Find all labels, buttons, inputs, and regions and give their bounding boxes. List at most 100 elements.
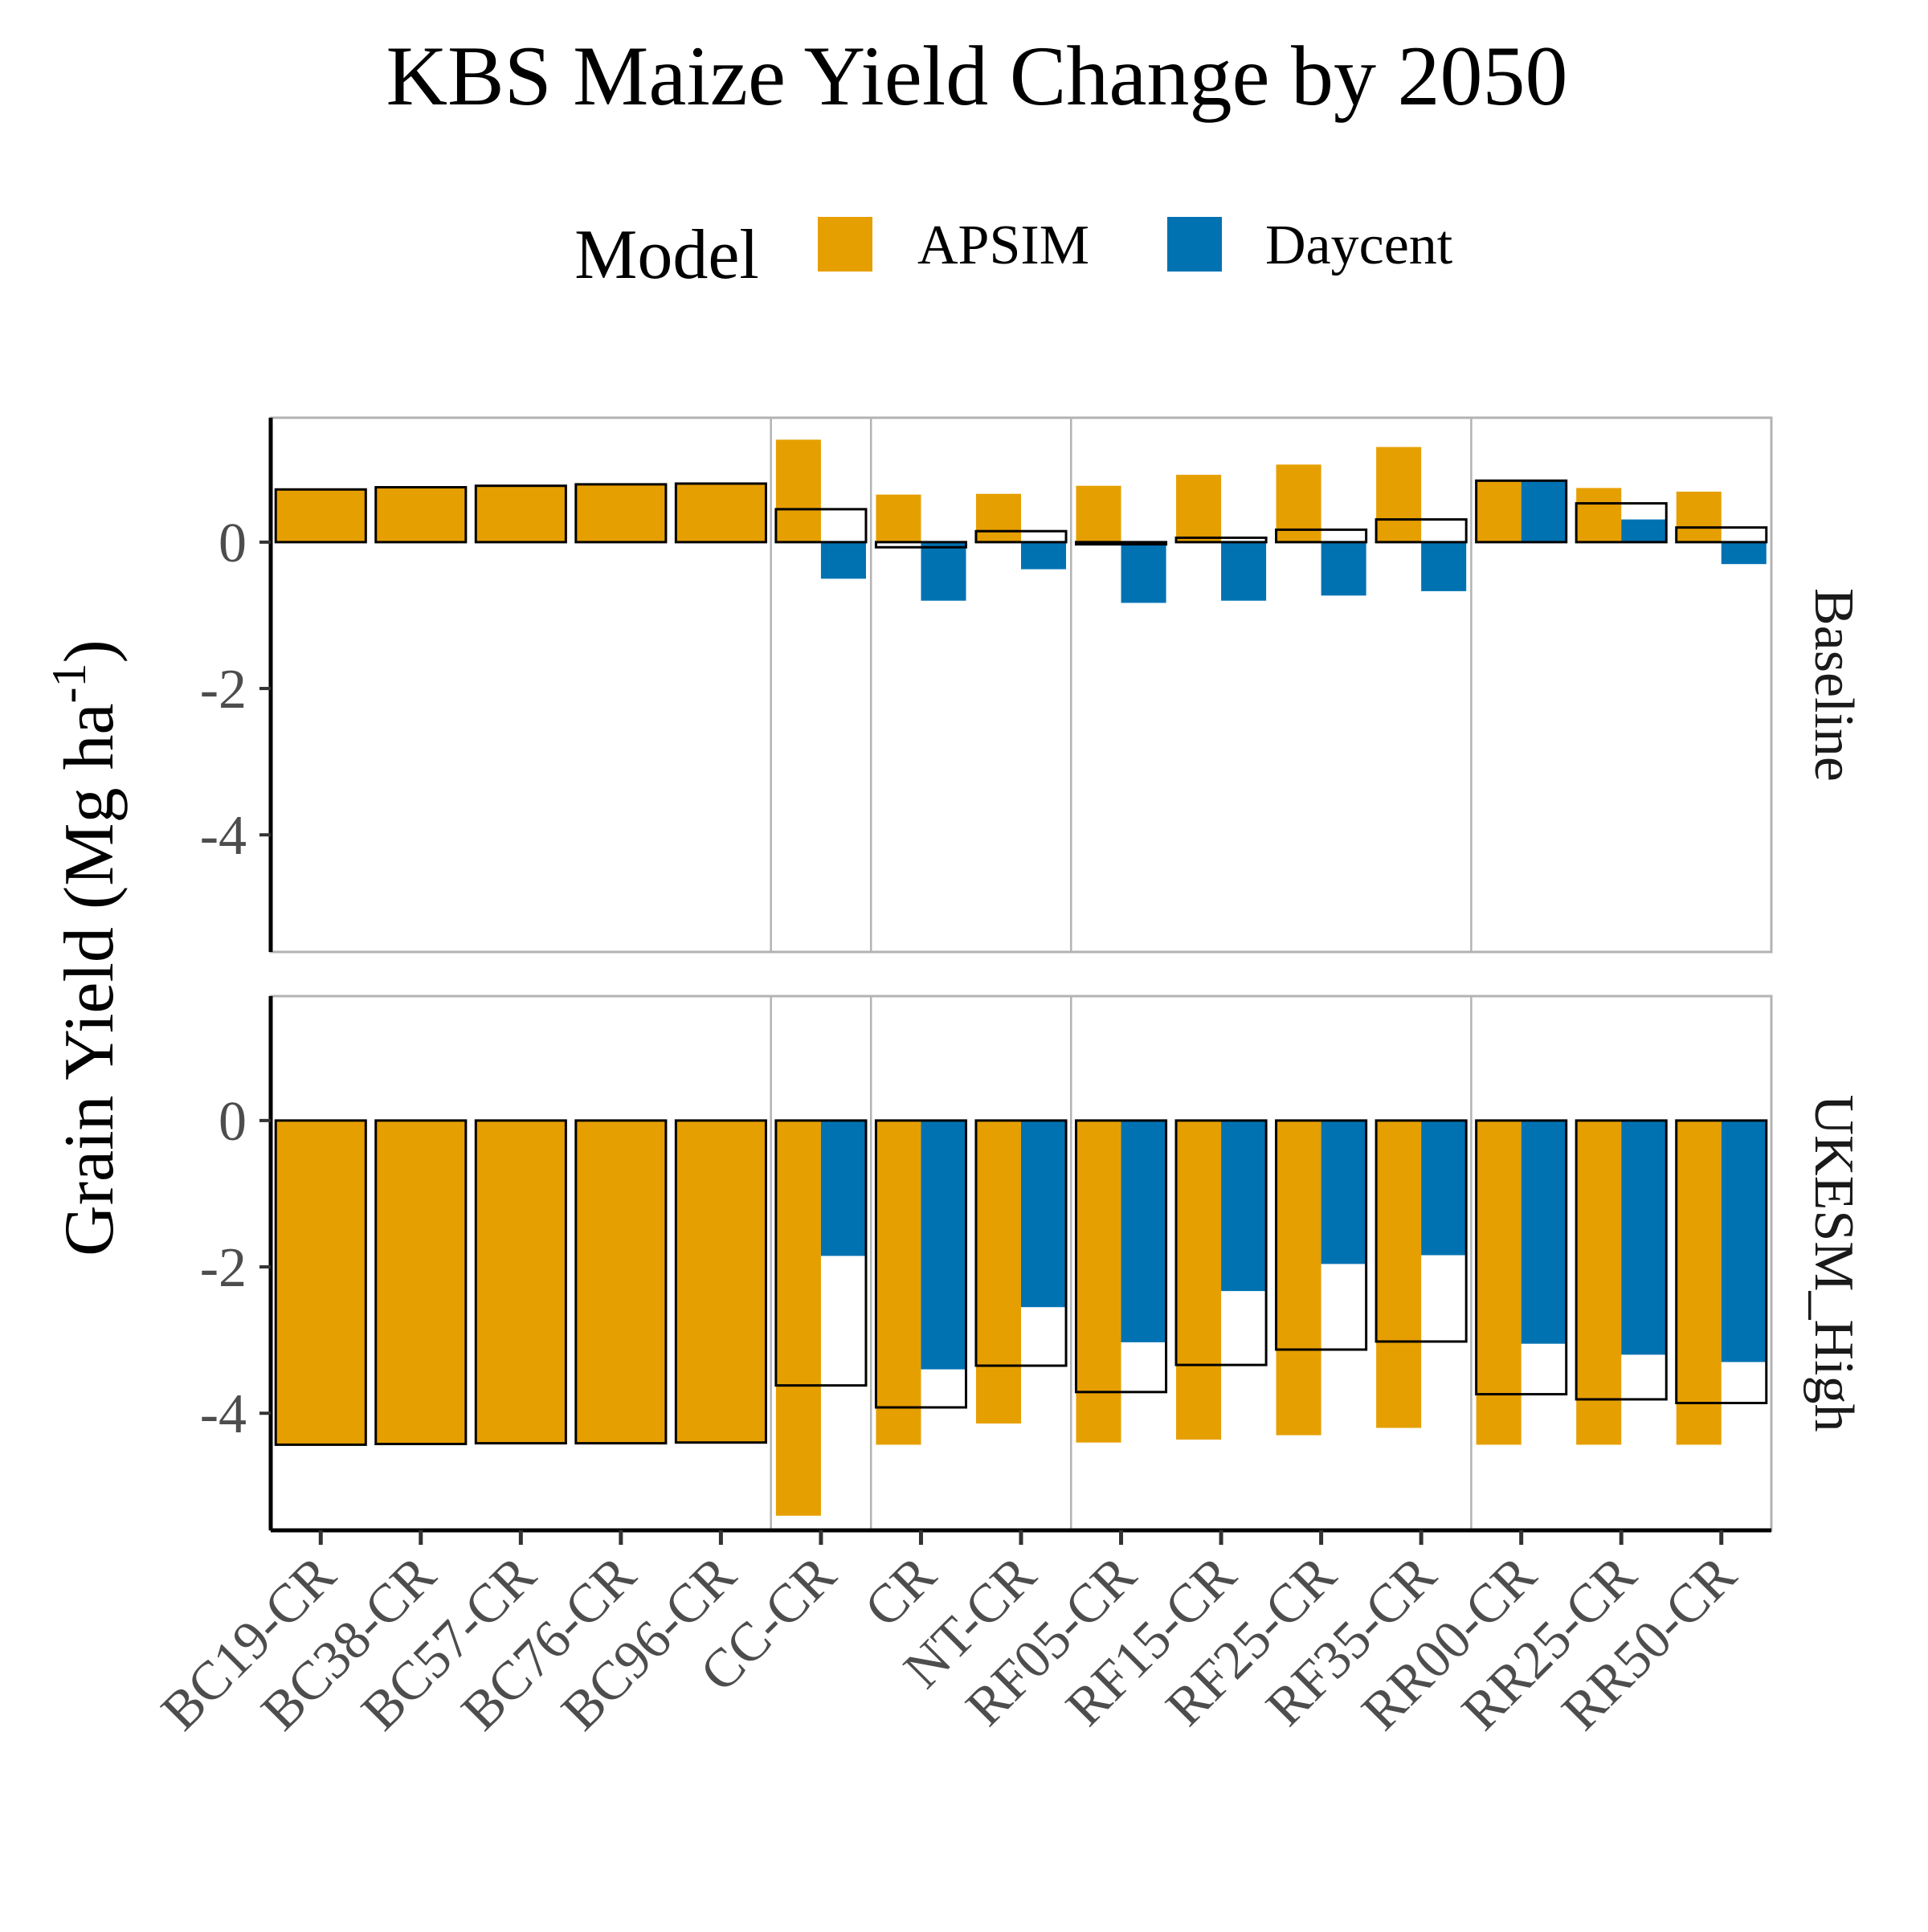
chart-title: KBS Maize Yield Change by 2050	[386, 29, 1567, 123]
bar-apsim	[775, 1120, 821, 1516]
bar-mean-outline	[974, 1119, 1068, 1367]
bar-mean-outline	[774, 1119, 868, 1387]
bar-mean-outline	[1375, 1119, 1468, 1343]
bar-daycent	[1121, 1120, 1166, 1342]
legend-title: Model	[574, 216, 759, 294]
bar-mean-outline	[774, 508, 868, 544]
bar-apsim	[1076, 485, 1121, 542]
bar-daycent	[1021, 541, 1067, 570]
y-tick-label: -2	[200, 659, 247, 721]
bar-apsim	[1476, 480, 1522, 542]
bar-mean-outline	[1275, 1119, 1368, 1351]
bar-daycent	[1621, 519, 1667, 542]
panels: 0 -2 -4 Baseline 0 -2 -4 UKESM_High	[200, 416, 1865, 1532]
bar-daycent	[1421, 1120, 1467, 1256]
y-tick-label: -4	[200, 805, 247, 867]
y-axis-label-exponent: -1	[43, 663, 96, 703]
bar-mean-outline	[374, 486, 468, 544]
y-axis-label-close: )	[51, 639, 129, 663]
panel-baseline: 0 -2 -4 Baseline	[200, 416, 1865, 954]
bar-apsim	[1076, 1120, 1121, 1443]
bar-mean-outline	[974, 529, 1068, 544]
legend-swatch-daycent	[1167, 217, 1222, 272]
bar-mean-outline	[574, 1119, 668, 1445]
bar-daycent	[1121, 541, 1166, 603]
bar-mean-outline	[1375, 518, 1468, 544]
bar-apsim	[375, 1120, 466, 1444]
bar-mean-outline	[274, 1119, 367, 1446]
panel-strip-label: UKESM_High	[1803, 1094, 1865, 1432]
bar-daycent	[1721, 1120, 1767, 1362]
bar-daycent	[1221, 1120, 1267, 1292]
bar-apsim	[775, 439, 821, 542]
panel-ukesm_high: 0 -2 -4 UKESM_High	[200, 995, 1865, 1532]
bar-apsim	[876, 494, 921, 542]
bar-mean-outline	[1575, 502, 1668, 544]
bar-apsim	[1676, 492, 1722, 542]
bar-mean-outline	[1174, 1119, 1268, 1366]
bar-apsim	[1676, 1120, 1722, 1445]
bar-apsim	[676, 1120, 766, 1443]
bar-apsim	[1276, 1120, 1321, 1436]
bar-mean-outline	[1675, 1119, 1768, 1404]
bar-mean-outline	[1074, 541, 1168, 546]
bar-daycent	[1321, 541, 1366, 596]
legend-label-apsim: APSIM	[917, 214, 1089, 276]
bar-daycent	[1721, 541, 1767, 565]
y-axis-label: Grain Yield (Mg ha-1)	[43, 639, 129, 1256]
bar-daycent	[820, 541, 866, 579]
bar-mean-outline	[1275, 528, 1368, 544]
bar-daycent	[1521, 1120, 1566, 1344]
bar-apsim	[276, 1120, 366, 1445]
bar-daycent	[1021, 1120, 1067, 1308]
bar-apsim	[575, 484, 666, 542]
bar-apsim	[476, 485, 566, 542]
legend-label-daycent: Daycent	[1265, 214, 1453, 276]
bar-mean-outline	[1475, 479, 1568, 544]
bar-apsim	[1376, 447, 1422, 542]
bar-mean-outline	[874, 541, 968, 549]
bar-mean-outline	[474, 1119, 567, 1445]
bar-apsim	[975, 493, 1021, 542]
bar-apsim	[1576, 1120, 1622, 1445]
bar-mean-outline	[1174, 536, 1268, 544]
bar-apsim	[476, 1120, 566, 1444]
bar-apsim	[575, 1120, 666, 1444]
bar-apsim	[276, 489, 366, 542]
bar-daycent	[1621, 1120, 1667, 1355]
bar-apsim	[676, 483, 766, 542]
bar-daycent	[1421, 541, 1467, 591]
y-tick-label: 0	[219, 513, 247, 574]
bar-mean-outline	[574, 483, 668, 544]
bar-daycent	[1521, 480, 1566, 542]
bar-mean-outline	[1675, 526, 1768, 544]
panel-strip-label: Baseline	[1803, 588, 1865, 782]
y-tick-label: -4	[200, 1383, 247, 1445]
bar-mean-outline	[374, 1119, 468, 1446]
bar-apsim	[1176, 475, 1222, 542]
bar-mean-outline	[674, 482, 767, 544]
bar-mean-outline	[474, 484, 567, 544]
bar-apsim	[876, 1120, 921, 1445]
bar-apsim	[1176, 1120, 1222, 1440]
bar-apsim	[375, 487, 466, 542]
bar-apsim	[1576, 488, 1622, 542]
bar-mean-outline	[874, 1119, 968, 1409]
legend: Model APSIM Daycent	[574, 214, 1453, 294]
bar-daycent	[1221, 541, 1267, 601]
bar-mean-outline	[1074, 1119, 1168, 1394]
bar-daycent	[820, 1120, 866, 1256]
bar-mean-outline	[1575, 1119, 1668, 1401]
y-tick-label: -2	[200, 1237, 247, 1299]
legend-swatch-apsim	[818, 217, 872, 272]
bar-mean-outline	[1475, 1119, 1568, 1396]
bar-daycent	[921, 541, 966, 601]
bar-apsim	[1476, 1120, 1522, 1445]
y-axis-label-main: Grain Yield (Mg ha	[51, 703, 129, 1256]
bar-apsim	[1376, 1120, 1422, 1428]
y-tick-label: 0	[219, 1091, 247, 1153]
bar-mean-outline	[674, 1119, 767, 1444]
